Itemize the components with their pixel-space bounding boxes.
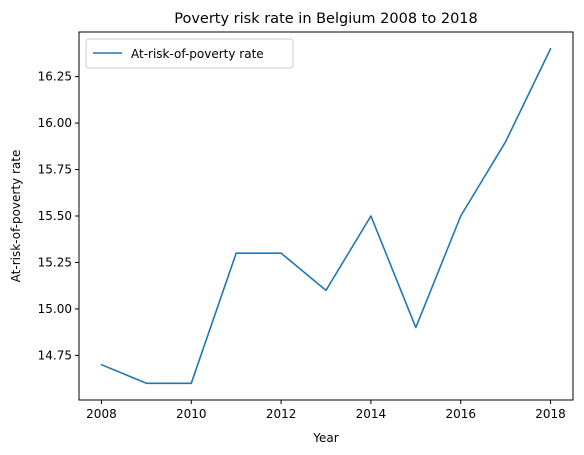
y-tick-label: 15.25: [38, 255, 72, 269]
series-group: [100, 47, 552, 385]
x-tick-label: 2018: [535, 407, 566, 421]
x-tick-label: 2012: [266, 407, 297, 421]
y-axis-label: At-risk-of-poverty rate: [9, 150, 23, 283]
x-tick-label: 2010: [176, 407, 207, 421]
legend-label: At-risk-of-poverty rate: [131, 47, 264, 61]
y-tick-label: 15.50: [38, 209, 72, 223]
series-line: [100, 47, 552, 385]
legend-box: [85, 38, 294, 69]
y-tick-label: 15.00: [38, 302, 72, 316]
x-axis-ticks: 2008 2010 2012 2014 2016 2018: [86, 400, 566, 421]
legend: At-risk-of-poverty rate: [85, 38, 294, 69]
plot-area-frame: [78, 31, 574, 401]
y-tick-label: 14.75: [38, 348, 72, 362]
x-axis-label: Year: [312, 431, 338, 445]
x-tick-label: 2016: [445, 407, 476, 421]
y-tick-label: 15.75: [38, 163, 72, 177]
chart-title: Poverty risk rate in Belgium 2008 to 201…: [174, 11, 478, 27]
y-tick-label: 16.00: [38, 116, 72, 130]
x-tick-label: 2014: [356, 407, 387, 421]
y-axis-ticks: 14.75 15.00 15.25 15.50 15.75 16.00 16.25: [38, 70, 79, 362]
y-tick-label: 16.25: [38, 70, 72, 84]
x-tick-label: 2008: [86, 407, 117, 421]
